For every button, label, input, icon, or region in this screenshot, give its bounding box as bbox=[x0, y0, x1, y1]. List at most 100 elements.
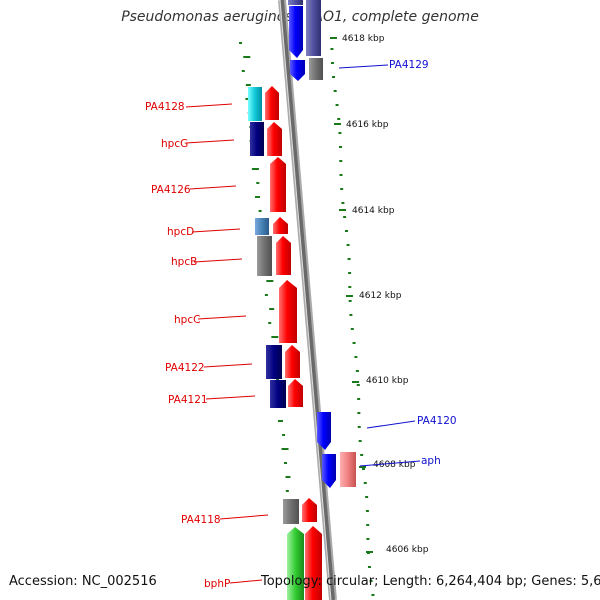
gene-bphp-green[interactable] bbox=[287, 527, 304, 600]
label-hpcd[interactable]: hpcD bbox=[167, 226, 194, 238]
gc-mark bbox=[254, 196, 260, 198]
gene-bphp-arrow[interactable] bbox=[305, 526, 322, 600]
gene-pa4122-box[interactable] bbox=[266, 345, 282, 379]
gene-hpcd-box[interactable] bbox=[255, 218, 269, 235]
scale-label-4612: 4612 kbp bbox=[359, 291, 402, 301]
gene-pa4129-arrow[interactable] bbox=[290, 60, 305, 81]
gc-mark bbox=[340, 188, 344, 190]
gc-mark bbox=[356, 384, 360, 386]
gc-mark bbox=[330, 62, 334, 64]
right-labels[interactable]: PA4129 PA4120 aph bbox=[338, 59, 457, 467]
label-pa4126[interactable]: PA4126 bbox=[151, 184, 191, 196]
gc-mark bbox=[264, 294, 268, 296]
gc-mark bbox=[284, 462, 288, 464]
gc-mark bbox=[350, 328, 354, 330]
gene-top-blue-arrow[interactable] bbox=[289, 6, 303, 58]
gene-top-slate-box[interactable] bbox=[306, 0, 321, 56]
gc-mark bbox=[361, 468, 365, 470]
gc-mark bbox=[339, 160, 343, 162]
gene-hpcg-box[interactable] bbox=[250, 122, 264, 156]
gc-mark bbox=[366, 524, 370, 526]
gene-pa4121-box[interactable] bbox=[270, 380, 286, 408]
gene-pa4121-arrow[interactable] bbox=[288, 379, 303, 407]
gc-mark bbox=[285, 476, 291, 478]
gc-mark bbox=[245, 98, 249, 100]
gc-mark bbox=[339, 146, 343, 148]
scale-label-4616: 4616 kbp bbox=[346, 120, 389, 130]
gc-mark bbox=[349, 314, 353, 316]
label-pa4118[interactable]: PA4118 bbox=[181, 514, 221, 526]
reverse-strand-genes[interactable] bbox=[288, 0, 356, 488]
gc-mark bbox=[344, 230, 348, 232]
label-hpcg[interactable]: hpcG bbox=[161, 138, 188, 150]
gc-mark bbox=[366, 538, 370, 540]
genome-stats-text: Topology: circular; Length: 6,264,404 bp… bbox=[261, 574, 600, 589]
gc-mark bbox=[332, 76, 336, 78]
scale-label-4618: 4618 kbp bbox=[342, 34, 385, 44]
gc-mark bbox=[367, 566, 371, 568]
gc-mark bbox=[285, 490, 289, 492]
gene-pa4120-arrow[interactable] bbox=[317, 412, 331, 450]
gc-mark bbox=[357, 426, 361, 428]
gene-pa4126-arrow[interactable] bbox=[270, 157, 286, 212]
gc-mark bbox=[330, 48, 334, 50]
gene-hpcg-arrow[interactable] bbox=[267, 122, 282, 156]
gene-pa4129-box[interactable] bbox=[309, 58, 323, 80]
gc-mark bbox=[363, 482, 367, 484]
gc-mark bbox=[243, 56, 251, 58]
gc-mark bbox=[245, 84, 251, 86]
label-hpcb[interactable]: hpcB bbox=[171, 256, 197, 268]
gc-mark bbox=[369, 580, 373, 582]
gc-mark bbox=[266, 280, 274, 282]
gc-mark bbox=[365, 496, 369, 498]
gc-mark bbox=[346, 244, 350, 246]
label-pa4129[interactable]: PA4129 bbox=[389, 59, 429, 71]
gc-mark bbox=[337, 118, 341, 120]
gc-mark bbox=[343, 216, 347, 218]
gene-pa4122-arrow[interactable] bbox=[285, 345, 300, 378]
gc-mark bbox=[348, 300, 352, 302]
scale-ticks bbox=[330, 37, 373, 553]
gc-mark bbox=[347, 258, 351, 260]
gc-mark bbox=[268, 322, 272, 324]
forward-strand-genes[interactable] bbox=[248, 86, 322, 600]
gene-aph-box[interactable] bbox=[340, 452, 356, 487]
gc-mark bbox=[341, 202, 345, 204]
gc-mark bbox=[365, 510, 369, 512]
gc-mark bbox=[339, 174, 343, 176]
left-labels[interactable]: PA4128 hpcG PA4126 hpcD hpcB hpcC PA4122… bbox=[145, 101, 269, 590]
gc-marks-right bbox=[330, 48, 375, 596]
gene-pa4128-arrow[interactable] bbox=[265, 86, 279, 120]
gc-mark bbox=[271, 336, 279, 338]
label-bphp[interactable]: bphP bbox=[204, 578, 230, 590]
label-pa4122[interactable]: PA4122 bbox=[165, 362, 205, 374]
gc-mark bbox=[357, 412, 361, 414]
gene-hpcb-arrow[interactable] bbox=[276, 236, 291, 275]
gene-aph-blue-arrow[interactable] bbox=[322, 454, 336, 488]
gc-mark bbox=[354, 356, 358, 358]
scale-label-4614: 4614 kbp bbox=[352, 206, 395, 216]
gc-mark bbox=[348, 286, 352, 288]
gc-mark bbox=[355, 370, 359, 372]
gc-mark bbox=[357, 398, 361, 400]
gc-mark bbox=[258, 210, 262, 212]
gene-pa4118-box[interactable] bbox=[283, 499, 299, 524]
gc-mark bbox=[360, 454, 364, 456]
label-hpcc[interactable]: hpcC bbox=[174, 314, 200, 326]
scale-label-4606: 4606 kbp bbox=[386, 545, 429, 555]
label-pa4120[interactable]: PA4120 bbox=[417, 415, 457, 427]
label-aph[interactable]: aph bbox=[421, 455, 441, 467]
gene-top-slate-box-2[interactable] bbox=[288, 0, 303, 5]
gene-pa4118-arrow[interactable] bbox=[302, 498, 317, 522]
gene-pa4128-box[interactable] bbox=[248, 87, 262, 121]
gc-mark bbox=[282, 434, 286, 436]
gene-hpcb-box[interactable] bbox=[257, 236, 272, 276]
gc-mark bbox=[277, 420, 283, 422]
label-pa4121[interactable]: PA4121 bbox=[168, 394, 208, 406]
gene-hpcc-arrow[interactable] bbox=[279, 280, 297, 343]
gc-mark bbox=[269, 308, 275, 310]
gc-mark bbox=[251, 168, 259, 170]
label-pa4128[interactable]: PA4128 bbox=[145, 101, 185, 113]
gene-hpcd-arrow[interactable] bbox=[273, 217, 288, 234]
